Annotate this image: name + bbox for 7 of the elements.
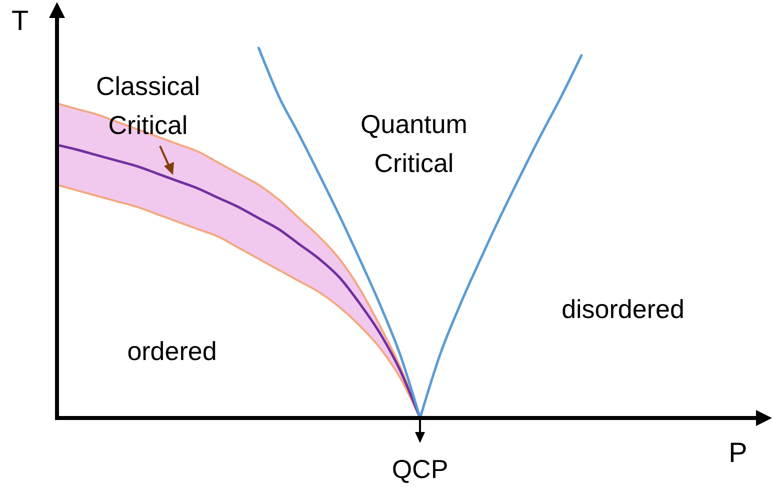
annotation: Classical Critical: [96, 71, 200, 140]
text: QCP: [392, 454, 448, 484]
y-axis-title: T: [11, 5, 29, 36]
annotation: disordered: [562, 294, 684, 324]
x-axis-title: P: [728, 437, 748, 468]
annotation: ordered: [127, 336, 217, 366]
annotation: Quantum Critical: [360, 109, 468, 178]
